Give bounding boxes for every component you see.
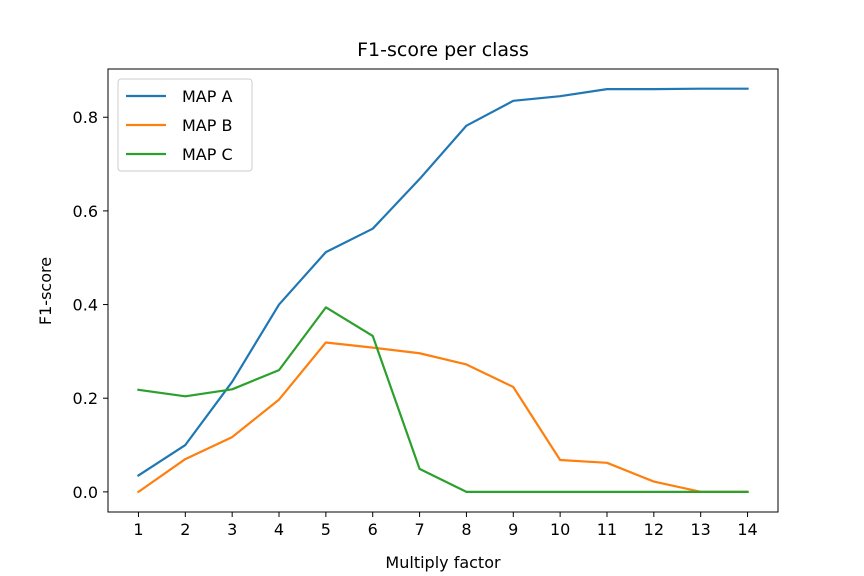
- x-tick-label: 13: [691, 520, 711, 539]
- x-tick-label: 10: [550, 520, 570, 539]
- legend: MAP A MAP B MAP C: [117, 78, 253, 172]
- legend-box: [117, 78, 253, 172]
- y-tick-label: 0.6: [73, 202, 98, 221]
- series-layer: [136, 87, 749, 494]
- x-tick-label: 7: [414, 520, 424, 539]
- plot-frame: [107, 68, 779, 513]
- legend-label: MAP B: [182, 116, 232, 135]
- x-tick-label: 3: [227, 520, 237, 539]
- y-tick-label: 0.4: [73, 296, 98, 315]
- chart-title: F1-score per class: [357, 39, 529, 61]
- y-tick-label: 0.8: [73, 108, 98, 127]
- series-line-map-c: [137, 306, 749, 493]
- x-tick-label: 5: [321, 520, 331, 539]
- x-tick-label: 1: [133, 520, 143, 539]
- x-tick-label: 8: [461, 520, 471, 539]
- series-line-map-b: [136, 341, 749, 494]
- y-tick-label: 0.0: [73, 483, 98, 502]
- x-axis-label: Multiply factor: [385, 553, 501, 572]
- y-axis-label: F1-score: [36, 257, 55, 325]
- legend-label: MAP C: [182, 145, 233, 164]
- x-tick-label: 2: [180, 520, 190, 539]
- series-line-map-a: [136, 87, 749, 477]
- x-tick-label: 4: [274, 520, 284, 539]
- x-tick-label: 6: [368, 520, 378, 539]
- y-tick-label: 0.2: [73, 389, 98, 408]
- x-tick-label: 12: [644, 520, 664, 539]
- legend-label: MAP A: [182, 87, 232, 106]
- axis-ticks: 1 2 3 4 5 6 7 8 9 10 11 12 13 140.00.20.40.60.8: [73, 108, 758, 539]
- x-tick-label: 11: [597, 520, 617, 539]
- x-tick-label: 14: [737, 520, 757, 539]
- x-tick-label: 9: [508, 520, 518, 539]
